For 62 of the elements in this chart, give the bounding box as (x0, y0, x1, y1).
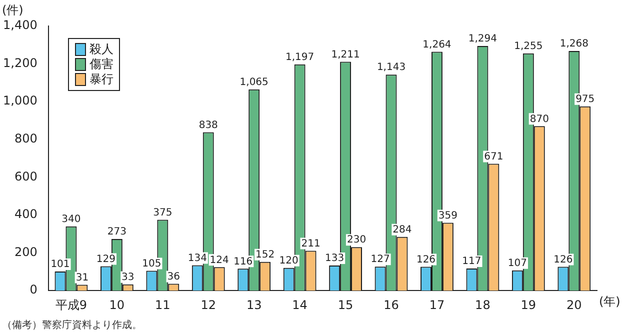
data-label: 1,143 (376, 62, 406, 74)
data-label: 133 (325, 253, 344, 264)
x-tick-label: 11 (155, 298, 170, 312)
y-tick-label: 400 (14, 207, 38, 222)
x-tick-label: 15 (338, 298, 354, 312)
data-label: 284 (392, 224, 412, 236)
x-tick-label: 16 (384, 298, 399, 312)
x-tick-label: 10 (109, 298, 125, 312)
data-label: 116 (234, 256, 253, 268)
data-label: 107 (508, 258, 527, 269)
data-label: 101 (50, 259, 70, 270)
data-label: 1,065 (240, 76, 268, 88)
data-label: 129 (96, 254, 116, 265)
data-label: 36 (167, 271, 180, 282)
data-label: 230 (346, 234, 366, 246)
data-label: 31 (76, 272, 89, 284)
data-label: 1,211 (331, 49, 360, 60)
y-tick-label: 1,200 (2, 56, 38, 70)
data-label: 838 (198, 120, 218, 131)
x-tick-label: 14 (292, 298, 308, 312)
y-axis-title: (件) (2, 3, 24, 18)
y-tick-label: 0 (30, 282, 38, 297)
text: （備考）警察庁資料より作成。 (2, 318, 142, 332)
x-tick-label: 平成9 (55, 298, 88, 312)
data-label: 359 (438, 210, 458, 222)
data-label: 1,197 (285, 52, 314, 63)
x-tick-label: 12 (200, 298, 216, 312)
data-label: 375 (153, 207, 172, 218)
data-label: 870 (530, 114, 549, 125)
x-tick-label: 17 (429, 298, 445, 312)
legend-label: 殺人 (89, 42, 114, 57)
data-label: 340 (62, 214, 81, 225)
y-tick-label: 1,400 (2, 18, 38, 32)
data-label: 273 (107, 226, 126, 238)
data-label: 117 (462, 256, 482, 268)
data-label: 126 (416, 254, 436, 266)
data-label: 1,255 (514, 41, 543, 52)
data-label: 671 (484, 151, 504, 162)
y-tick-label: 200 (14, 244, 38, 259)
legend-label: 暴行 (89, 72, 114, 87)
legend-label: 傷害 (89, 57, 114, 72)
data-label: 1,294 (468, 34, 498, 45)
x-tick-label: 18 (475, 298, 490, 312)
data-label: 105 (142, 258, 162, 270)
data-label: 126 (554, 254, 573, 266)
data-label: 975 (576, 94, 595, 105)
x-tick-label: 19 (520, 298, 536, 312)
data-label: 152 (256, 249, 275, 260)
data-label: 127 (370, 254, 390, 266)
x-tick-label: 13 (246, 298, 262, 312)
data-label: 120 (279, 256, 298, 267)
y-tick-label: 800 (14, 132, 38, 146)
data-label: 134 (188, 252, 207, 264)
data-label: 124 (210, 254, 229, 266)
data-label: 211 (301, 238, 320, 250)
x-axis-title: (年) (599, 294, 620, 309)
data-label: 1,264 (422, 39, 452, 50)
y-tick-label: 1,000 (2, 94, 38, 108)
y-tick-label: 600 (14, 169, 38, 184)
data-label: 33 (122, 272, 134, 283)
data-label: 1,268 (560, 38, 588, 50)
x-tick-label: 20 (566, 298, 582, 312)
